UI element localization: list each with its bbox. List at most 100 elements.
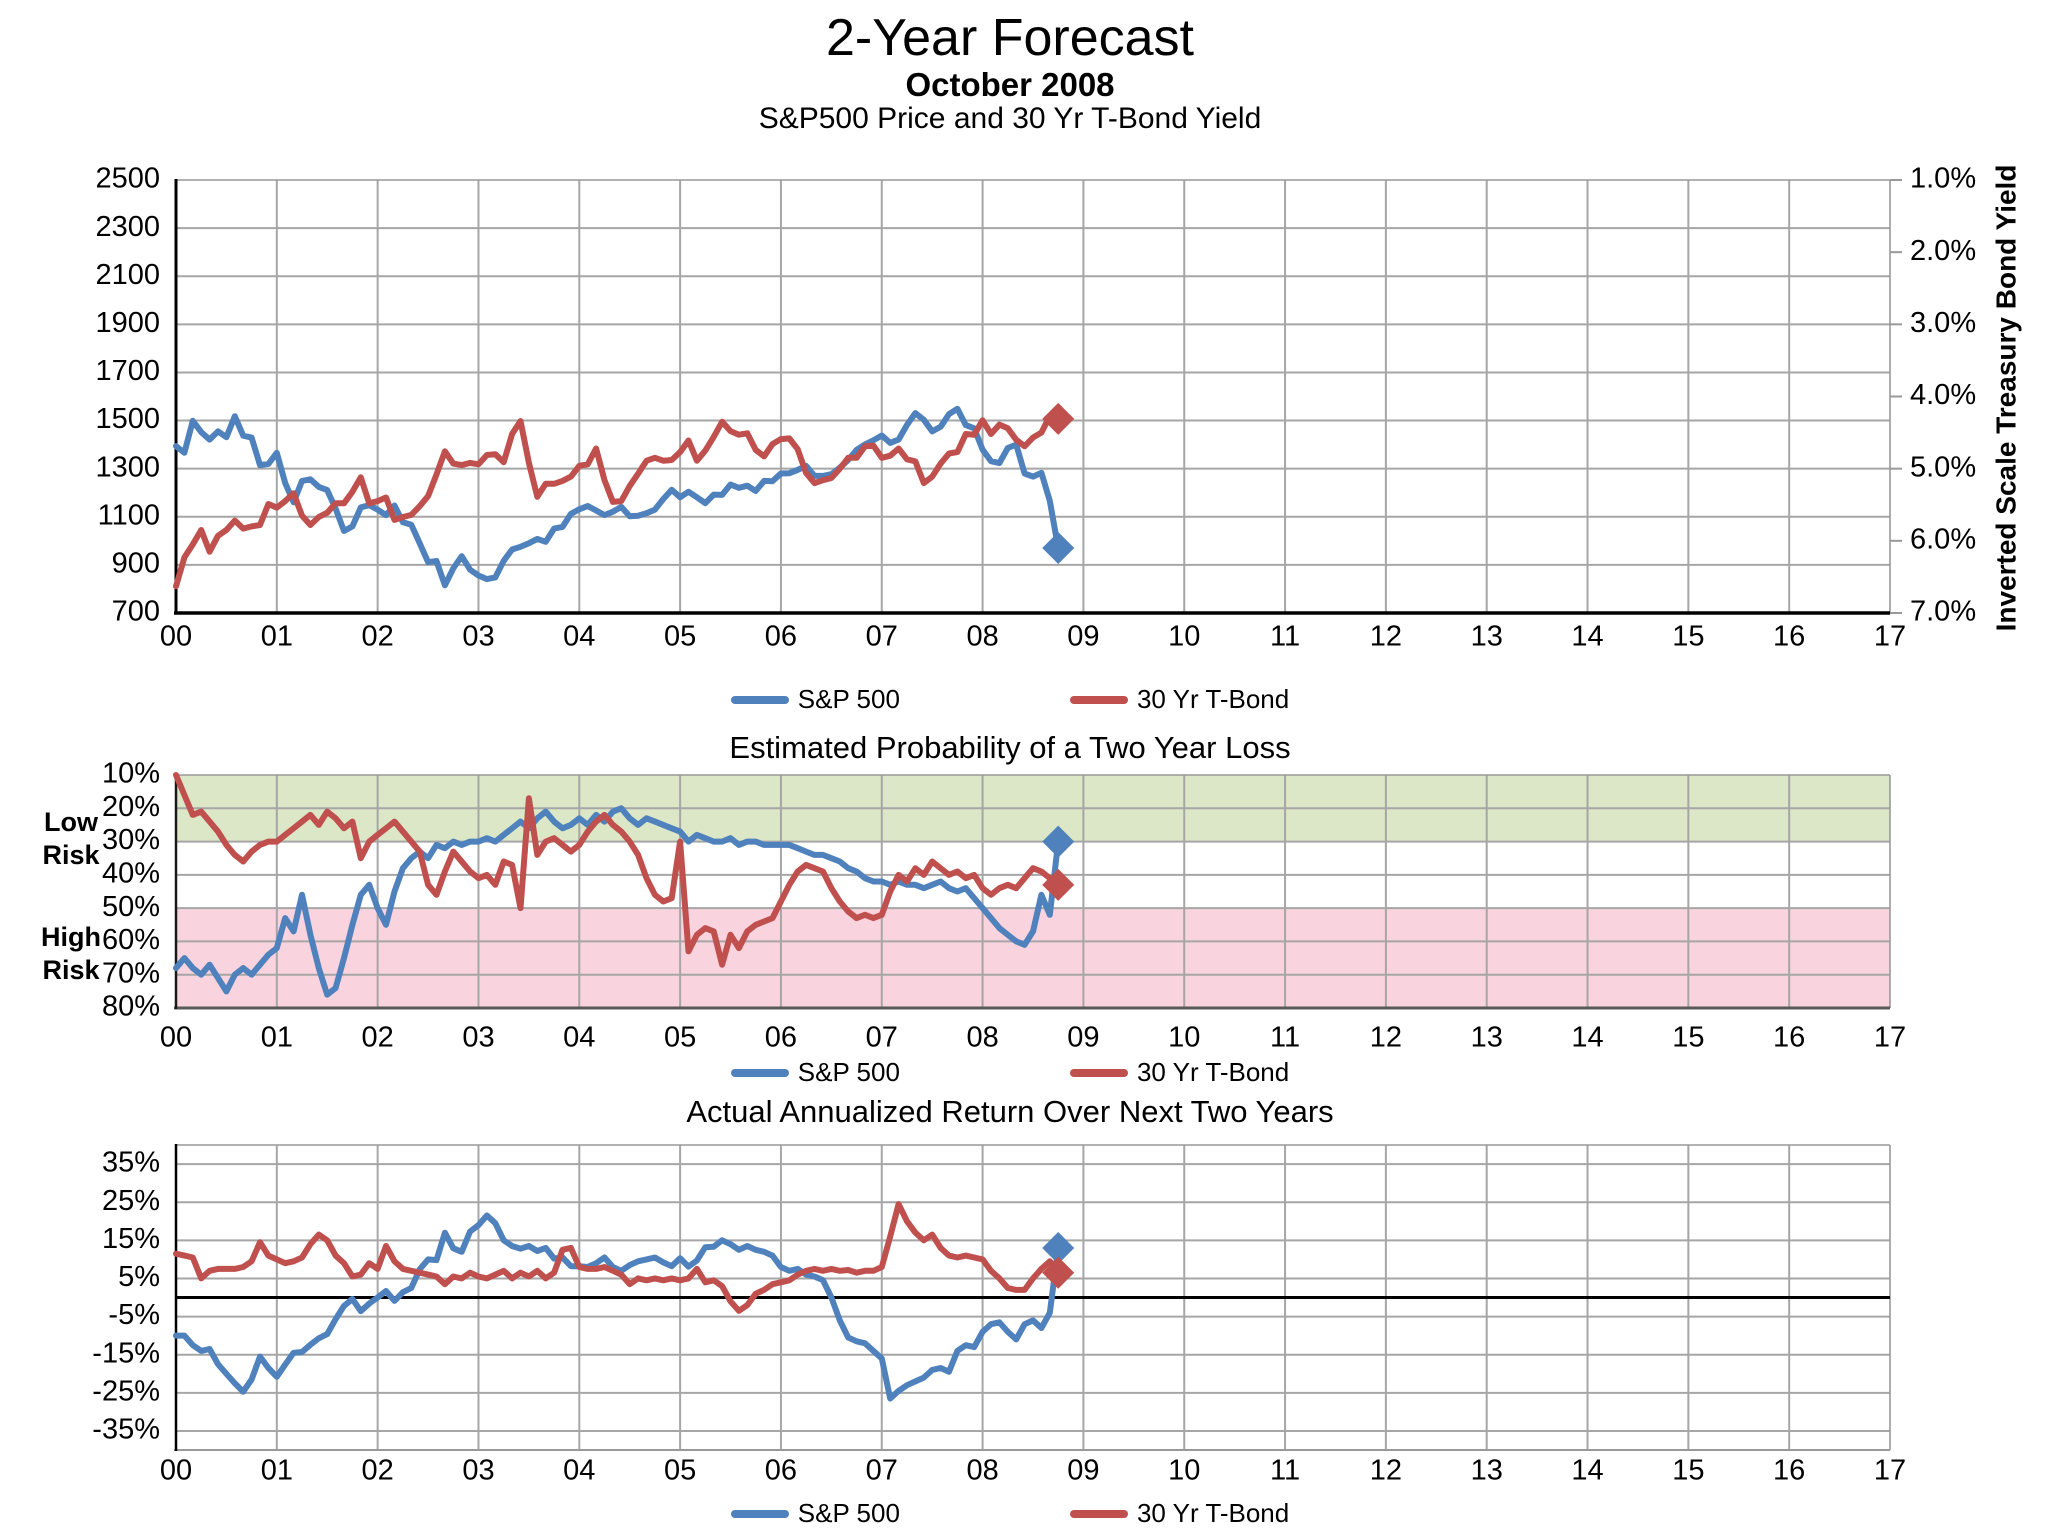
x-axis-tick-label: 15 <box>1672 621 1704 653</box>
top-chart-legend: S&P 500 30 Yr T-Bond <box>176 684 1844 715</box>
right-axis-tick-label: 1.0% <box>1910 163 1976 195</box>
right-axis-title: Inverted Scale Treasury Bond Yield <box>1974 140 2038 656</box>
chart-0: 250023002100190017001500130011009007001.… <box>95 163 1976 653</box>
x-axis-tick-label: 12 <box>1370 621 1402 653</box>
x-axis-tick-label: 12 <box>1370 1455 1402 1487</box>
x-axis-tick-label: 16 <box>1773 621 1805 653</box>
x-axis-tick-label: 07 <box>866 1022 898 1054</box>
high-risk-label: High Risk <box>41 922 101 985</box>
y-axis-tick-label: -35% <box>92 1414 160 1446</box>
tbond-legend-label: 30 Yr T-Bond <box>1136 684 1290 714</box>
end-marker-sp500 <box>1042 825 1075 858</box>
end-marker-tbond <box>1042 1256 1075 1289</box>
right-axis-tick-label: 5.0% <box>1910 451 1976 483</box>
series-sp500 <box>173 405 1062 589</box>
legend-item-sp500: S&P 500 <box>730 1498 900 1529</box>
y-axis-tick-label: 60% <box>102 924 160 956</box>
x-axis-tick-label: 03 <box>462 1022 494 1054</box>
x-axis-tick-label: 04 <box>563 1022 595 1054</box>
end-marker-tbond <box>1042 402 1075 435</box>
right-axis-tick-label: 2.0% <box>1910 235 1976 267</box>
x-axis-tick-label: 16 <box>1773 1455 1805 1487</box>
x-axis-tick-label: 13 <box>1471 1455 1503 1487</box>
x-axis-tick-label: 00 <box>160 621 192 653</box>
x-axis-tick-label: 17 <box>1874 1455 1906 1487</box>
tbond-line-swatch <box>1069 1509 1128 1518</box>
x-axis-tick-label: 05 <box>664 1455 696 1487</box>
x-axis-tick-label: 01 <box>261 621 293 653</box>
top-chart-title: S&P500 Price and 30 Yr T-Bond Yield <box>758 102 1262 135</box>
sp500-line-swatch <box>730 1509 789 1518</box>
x-axis-tick-label: 08 <box>966 1022 998 1054</box>
chart-2: 35% 25% 15% 5% -5% -15% -25% -35%00 01 02 03 04 05 06… <box>92 1144 1906 1487</box>
y-axis-tick-label: 1900 <box>95 307 160 339</box>
x-axis-tick-label: 11 <box>1270 1022 1300 1054</box>
y-axis-tick-label: 80% <box>102 991 160 1023</box>
x-axis-tick-label: 05 <box>664 621 696 653</box>
series-tbond <box>173 413 1062 590</box>
chart-1: 10%20%30%40%50%60%70%80%00 01 02 03 04 05 06 07… <box>102 758 1906 1054</box>
y-axis-tick-label: 25% <box>102 1185 160 1217</box>
y-axis-tick-label: 40% <box>102 858 160 890</box>
x-axis-tick-label: 14 <box>1571 621 1603 653</box>
x-axis-tick-label: 00 <box>160 1455 192 1487</box>
legend-item-tbond: 30 Yr T-Bond <box>1069 684 1290 715</box>
x-axis-tick-label: 11 <box>1270 1455 1300 1487</box>
x-axis-tick-label: 01 <box>261 1455 293 1487</box>
legend-item-tbond: 30 Yr T-Bond <box>1069 1498 1290 1529</box>
end-marker-sp500 <box>1042 532 1075 565</box>
sp500-line-swatch <box>730 1068 789 1077</box>
middle-chart-legend: S&P 500 30 Yr T-Bond <box>176 1057 1844 1088</box>
x-axis-tick-label: 09 <box>1067 1022 1099 1054</box>
y-axis-tick-label: 2100 <box>95 259 160 291</box>
x-axis-tick-label: 10 <box>1168 621 1200 653</box>
x-axis-tick-label: 08 <box>966 1455 998 1487</box>
y-axis-tick-label: 2300 <box>95 211 160 243</box>
bottom-chart-legend: S&P 500 30 Yr T-Bond <box>176 1498 1844 1529</box>
x-axis-tick-label: 03 <box>462 1455 494 1487</box>
y-axis-tick-label: -15% <box>92 1337 160 1369</box>
y-axis-tick-label: 1500 <box>95 403 160 435</box>
x-axis-tick-label: 14 <box>1571 1455 1603 1487</box>
tbond-line-swatch <box>1069 695 1128 704</box>
right-axis-tick-label: 7.0% <box>1910 596 1976 628</box>
low-risk-label: Low Risk <box>42 807 100 870</box>
legend-item-sp500: S&P 500 <box>730 684 900 715</box>
y-axis-tick-label: 5% <box>118 1261 160 1293</box>
middle-chart-title: Estimated Probability of a Two Year Loss <box>729 730 1291 765</box>
x-axis-tick-label: 01 <box>261 1022 293 1054</box>
x-axis-tick-label: 11 <box>1270 621 1300 653</box>
x-axis-tick-label: 14 <box>1571 1022 1603 1054</box>
y-axis-tick-label: 2500 <box>95 163 160 195</box>
x-axis-tick-label: 12 <box>1370 1022 1402 1054</box>
x-axis-tick-label: 17 <box>1874 621 1906 653</box>
tbond-legend-label: 30 Yr T-Bond <box>1136 1498 1290 1528</box>
x-axis-tick-label: 06 <box>765 621 797 653</box>
x-axis-tick-label: 02 <box>362 1455 394 1487</box>
y-axis-tick-label: 70% <box>102 957 160 989</box>
series-tbond <box>173 1201 1062 1314</box>
x-axis-tick-label: 05 <box>664 1022 696 1054</box>
right-axis-tick-label: 6.0% <box>1910 523 1976 555</box>
legend-item-sp500: S&P 500 <box>730 1057 900 1088</box>
series-tbond <box>173 772 1062 968</box>
sp500-legend-label: S&P 500 <box>797 1498 900 1528</box>
bottom-chart-title: Actual Annualized Return Over Next Two Y… <box>686 1094 1334 1129</box>
end-marker-sp500 <box>1042 1231 1075 1264</box>
y-axis-tick-label: 30% <box>102 824 160 856</box>
right-axis-title-text: Inverted Scale Treasury Bond Yield <box>1990 164 2022 632</box>
right-axis-tick-label: 3.0% <box>1910 307 1976 339</box>
y-axis-tick-label: -5% <box>108 1299 160 1331</box>
x-axis-tick-label: 07 <box>866 1455 898 1487</box>
sp500-legend-label: S&P 500 <box>797 684 900 714</box>
x-axis-tick-label: 17 <box>1874 1022 1906 1054</box>
x-axis-tick-label: 08 <box>966 621 998 653</box>
x-axis-tick-label: 10 <box>1168 1022 1200 1054</box>
x-axis-tick-label: 06 <box>765 1455 797 1487</box>
y-axis-tick-label: 900 <box>112 548 160 580</box>
sp500-legend-label: S&P 500 <box>797 1057 900 1087</box>
right-axis-tick-label: 4.0% <box>1910 379 1976 411</box>
x-axis-tick-label: 10 <box>1168 1455 1200 1487</box>
x-axis-tick-label: 16 <box>1773 1022 1805 1054</box>
